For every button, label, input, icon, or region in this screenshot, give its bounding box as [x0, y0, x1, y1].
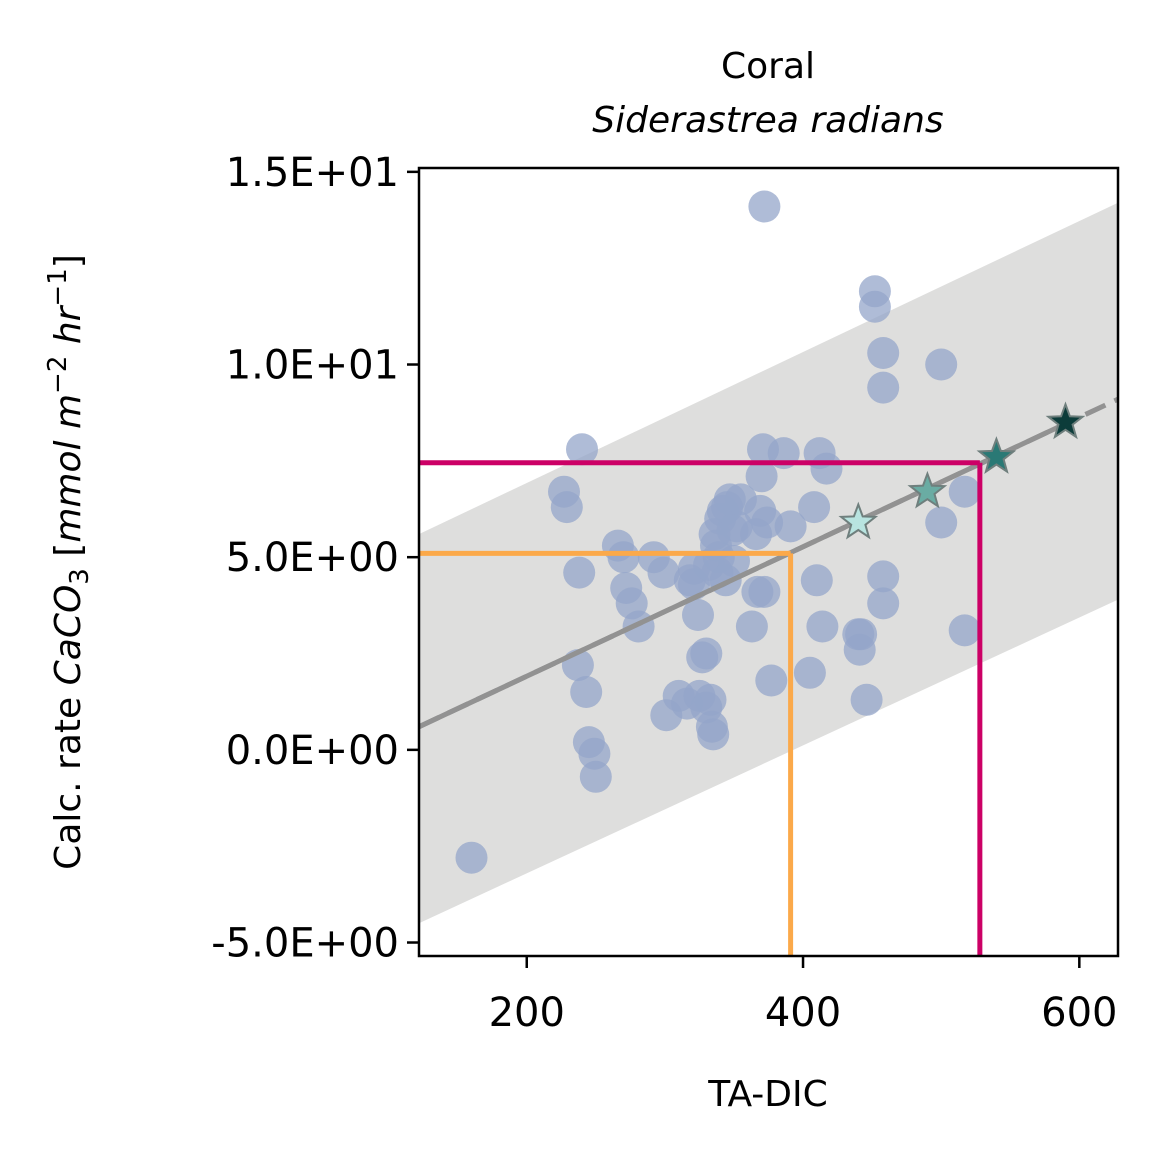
data-point-26	[690, 637, 723, 670]
data-point-72	[867, 587, 900, 620]
data-point-58	[798, 491, 831, 524]
x-tick-label-0: 200	[489, 990, 565, 1036]
data-point-23	[682, 599, 714, 631]
data-point-31	[697, 718, 730, 751]
data-point-52	[748, 190, 781, 223]
stars-layer	[838, 401, 1086, 540]
data-point-2	[550, 491, 583, 524]
plot-area	[419, 190, 1118, 956]
y-axis-label: Calc. rate CaCO3 [mmol m−2 hr−1]	[43, 254, 95, 870]
data-point-69	[867, 337, 900, 369]
data-point-57	[793, 656, 826, 689]
y-label-unit1-sup: −2	[43, 356, 73, 394]
data-point-16	[647, 556, 680, 589]
data-point-54	[755, 664, 788, 697]
data-point-29	[694, 683, 727, 716]
y-tick-label-0: -5.0E+00	[211, 921, 399, 967]
guides-layer	[419, 460, 983, 956]
x-axis: 200 400 600	[489, 956, 1117, 1036]
y-tick-label-3: 1.0E+01	[226, 343, 399, 389]
y-label-chem: CaCO	[48, 585, 89, 686]
data-point-11	[607, 541, 640, 574]
fit-line-solid	[419, 550, 792, 729]
data-point-73	[925, 348, 958, 381]
star-marker-1	[907, 470, 948, 509]
data-point-9	[579, 760, 612, 793]
data-point-74	[925, 506, 958, 539]
data-point-5	[566, 433, 598, 466]
y-axis: -5.0E+00 0.0E+00 5.0E+00 1.0E+01 1.5E+01	[211, 150, 419, 967]
data-point-59	[800, 564, 833, 597]
data-point-53	[751, 506, 784, 539]
data-point-6	[570, 676, 603, 708]
star-marker-2	[976, 436, 1017, 474]
data-point-0	[455, 841, 488, 874]
y-tick-label-4: 1.5E+01	[226, 150, 399, 196]
data-point-76	[948, 614, 981, 647]
data-point-51	[748, 575, 781, 608]
data-point-75	[948, 475, 981, 508]
data-point-61	[806, 610, 839, 643]
data-point-49	[745, 460, 778, 493]
y-label-bracket-open: [	[48, 543, 89, 569]
data-point-65	[845, 618, 878, 651]
data-point-45	[735, 610, 768, 643]
data-point-3	[563, 556, 596, 589]
y-label-bracket-close: ]	[48, 254, 89, 268]
data-point-66	[850, 683, 883, 716]
y-tick-label-1: 0.0E+00	[226, 728, 399, 774]
plot-frame	[417, 166, 1120, 958]
y-label-prefix: Calc. rate	[48, 685, 89, 869]
y-label-unit2-sup: −1	[43, 268, 73, 306]
points-layer	[455, 190, 981, 874]
chart-subtitle: Siderastrea radians	[592, 100, 943, 141]
y-label-chem-sub: 3	[65, 568, 95, 585]
y-label-unit1: mmol m	[48, 394, 89, 543]
data-point-70	[867, 371, 900, 404]
y-tick-label-2: 5.0E+00	[226, 535, 399, 581]
star-marker-3	[1045, 401, 1086, 440]
x-tick-label-1: 400	[765, 990, 841, 1036]
x-tick-label-2: 600	[1041, 990, 1117, 1036]
star-marker-0	[838, 501, 879, 540]
data-point-56	[774, 510, 807, 543]
data-point-71	[867, 560, 900, 593]
data-point-8	[578, 737, 611, 770]
data-point-62	[810, 452, 843, 485]
data-point-68	[858, 290, 891, 323]
x-axis-label: TA-DIC	[707, 1074, 828, 1115]
y-label-unit2: hr	[48, 304, 89, 355]
chart-title: Coral	[721, 46, 815, 87]
